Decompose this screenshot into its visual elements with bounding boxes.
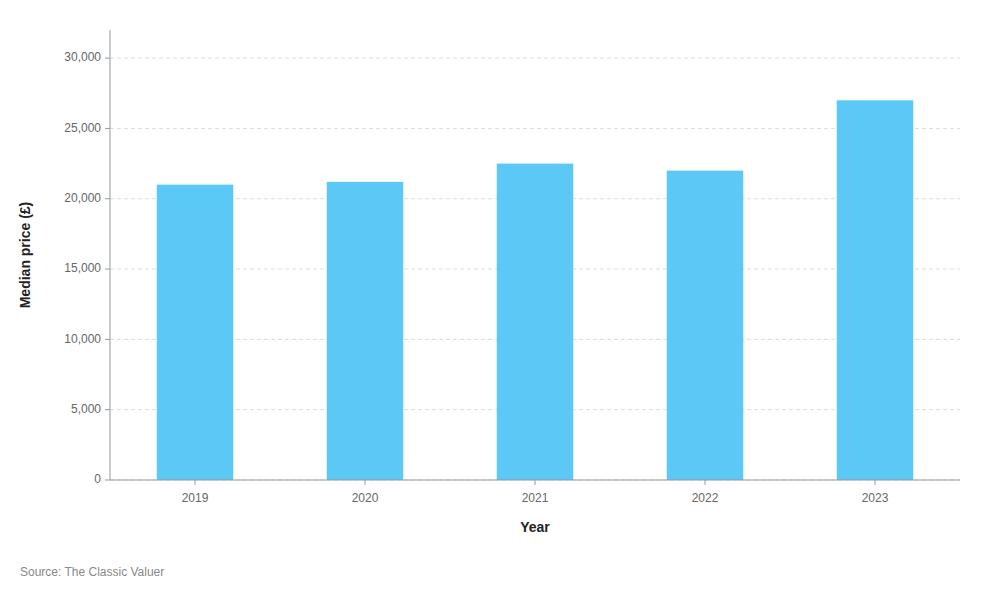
y-tick xyxy=(105,409,110,410)
x-axis: 2019 2020 2021 2022 2023 xyxy=(110,480,960,505)
y-tick-label: 20,000 xyxy=(64,191,101,205)
bar xyxy=(837,100,914,480)
chart-container: 0 5,000 10,000 15,000 20,000 25,000 30,000 2019… xyxy=(0,0,1000,590)
y-tick-label: 30,000 xyxy=(64,50,101,64)
grid-line xyxy=(110,128,960,129)
bars xyxy=(157,100,914,480)
bar xyxy=(497,164,574,480)
y-tick-label: 25,000 xyxy=(64,121,101,135)
x-tick xyxy=(365,480,366,485)
y-tick-label: 5,000 xyxy=(71,402,101,416)
bar xyxy=(667,171,744,480)
y-axis: 0 5,000 10,000 15,000 20,000 25,000 30,000 xyxy=(64,30,110,486)
y-tick xyxy=(105,58,110,59)
y-tick xyxy=(105,128,110,129)
source-note: Source: The Classic Valuer xyxy=(20,565,164,579)
x-tick-label: 2023 xyxy=(862,491,889,505)
x-tick xyxy=(875,480,876,485)
y-tick-label: 15,000 xyxy=(64,261,101,275)
y-tick xyxy=(105,339,110,340)
x-axis-label: Year xyxy=(520,519,550,535)
x-tick xyxy=(705,480,706,485)
y-tick xyxy=(105,198,110,199)
grid xyxy=(110,58,960,480)
bar xyxy=(157,185,234,480)
bar xyxy=(327,182,404,480)
x-tick xyxy=(535,480,536,485)
y-tick xyxy=(105,269,110,270)
grid-line xyxy=(110,58,960,59)
chart-svg: 0 5,000 10,000 15,000 20,000 25,000 30,000 2019… xyxy=(0,0,1000,590)
y-tick-label: 10,000 xyxy=(64,332,101,346)
x-tick-label: 2021 xyxy=(522,491,549,505)
y-tick-label: 0 xyxy=(94,472,101,486)
y-tick xyxy=(105,480,110,481)
x-tick-label: 2020 xyxy=(352,491,379,505)
y-axis-line xyxy=(110,30,111,480)
x-tick xyxy=(195,480,196,485)
x-tick-label: 2019 xyxy=(182,491,209,505)
x-tick-label: 2022 xyxy=(692,491,719,505)
y-axis-label: Median price (£) xyxy=(17,202,33,309)
